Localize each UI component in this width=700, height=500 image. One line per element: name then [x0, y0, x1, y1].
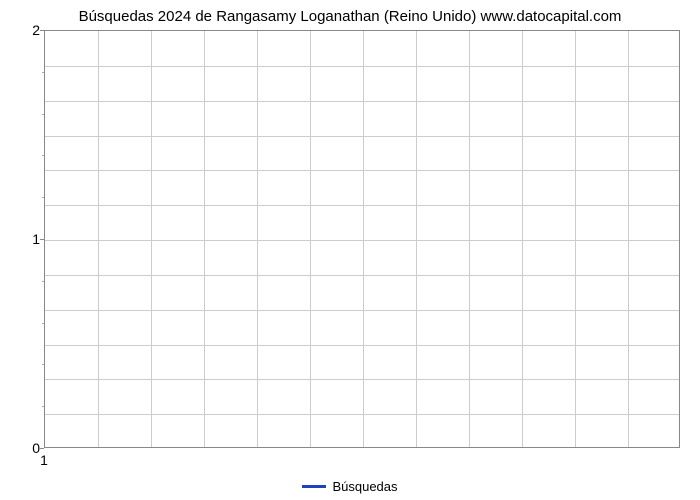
y-minor-tick — [42, 114, 44, 115]
y-minor-tick — [42, 323, 44, 324]
y-major-tick — [40, 448, 44, 449]
y-minor-tick — [42, 281, 44, 282]
grid-horizontal — [45, 414, 679, 415]
grid-horizontal — [45, 101, 679, 102]
y-tick-label-2: 2 — [10, 22, 40, 38]
y-minor-tick — [42, 364, 44, 365]
grid-horizontal — [45, 379, 679, 380]
y-major-tick — [40, 30, 44, 31]
grid-horizontal — [45, 345, 679, 346]
plot-area — [44, 30, 680, 448]
grid-vertical — [416, 31, 417, 447]
y-tick-label-1: 1 — [10, 231, 40, 247]
y-major-tick — [40, 239, 44, 240]
y-minor-tick — [42, 406, 44, 407]
y-minor-tick — [42, 72, 44, 73]
grid-vertical — [310, 31, 311, 447]
legend-line-icon — [302, 485, 326, 488]
grid-vertical — [628, 31, 629, 447]
legend-label-0: Búsquedas — [332, 479, 397, 494]
chart-title: Búsquedas 2024 de Rangasamy Loganathan (… — [0, 8, 700, 25]
grid-vertical — [522, 31, 523, 447]
grid-vertical — [151, 31, 152, 447]
grid-horizontal — [45, 136, 679, 137]
grid-horizontal — [45, 310, 679, 311]
y-minor-tick — [42, 197, 44, 198]
grid-vertical — [257, 31, 258, 447]
grid-vertical — [98, 31, 99, 447]
grid-horizontal — [45, 66, 679, 67]
grid-horizontal — [45, 205, 679, 206]
grid-vertical — [575, 31, 576, 447]
y-minor-tick — [42, 155, 44, 156]
grid-horizontal — [45, 170, 679, 171]
legend: Búsquedas — [0, 478, 700, 494]
chart-container: Búsquedas 2024 de Rangasamy Loganathan (… — [0, 0, 700, 500]
grid-vertical — [204, 31, 205, 447]
grid-horizontal — [45, 275, 679, 276]
grid-vertical — [469, 31, 470, 447]
grid-vertical — [363, 31, 364, 447]
x-tick-label-0: 1 — [40, 452, 48, 468]
grid-horizontal — [45, 240, 679, 241]
y-tick-label-0: 0 — [10, 440, 40, 456]
